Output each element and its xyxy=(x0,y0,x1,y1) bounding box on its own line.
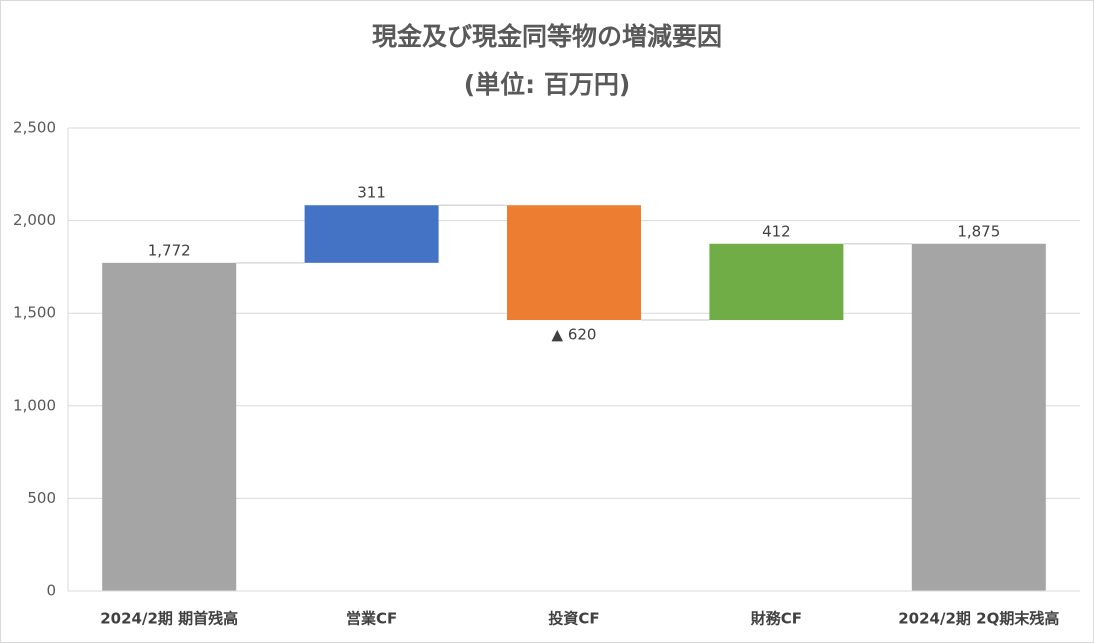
bar xyxy=(304,205,439,263)
chart-subtitle: (単位: 百万円) xyxy=(464,70,631,99)
bar xyxy=(911,243,1046,591)
value-label: 412 xyxy=(762,222,791,240)
bar xyxy=(507,205,641,321)
y-tick-label: 500 xyxy=(27,489,56,507)
value-label: 1,772 xyxy=(148,241,191,259)
y-tick-label: 2,500 xyxy=(13,119,56,137)
y-tick-label: 1,000 xyxy=(13,396,56,414)
bar xyxy=(102,262,237,591)
y-tick-label: 0 xyxy=(46,582,56,600)
x-tick-label: 営業CF xyxy=(346,610,397,628)
bar xyxy=(709,243,844,321)
x-tick-label: 2024/2期 2Q期末残高 xyxy=(898,610,1059,628)
value-label: 311 xyxy=(357,184,386,202)
x-tick-label: 投資CF xyxy=(548,610,599,628)
value-label: ▲ 620 xyxy=(552,326,597,344)
x-tick-label: 財務CF xyxy=(750,610,802,628)
chart-title: 現金及び現金同等物の増減要因 xyxy=(372,22,722,51)
x-tick-label: 2024/2期 期首残高 xyxy=(100,610,238,628)
y-tick-label: 1,500 xyxy=(13,304,56,322)
value-label: 1,875 xyxy=(957,222,1000,240)
y-tick-label: 2,000 xyxy=(13,211,56,229)
